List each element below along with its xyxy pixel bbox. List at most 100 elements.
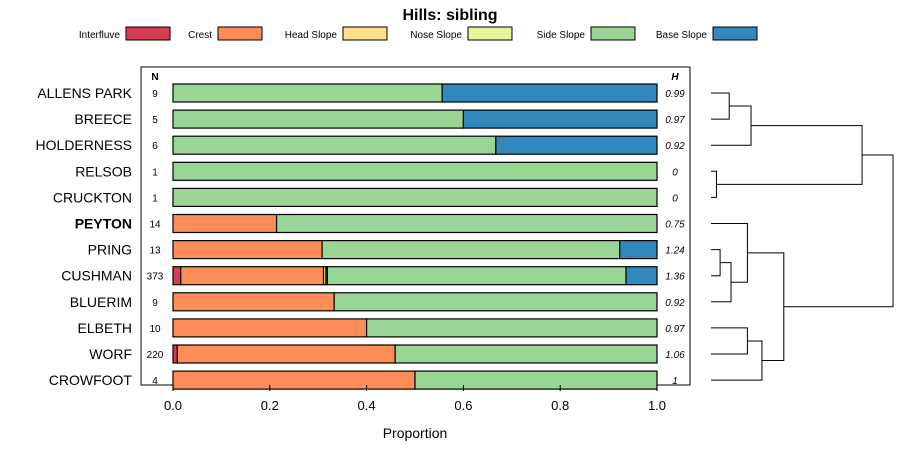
dendrogram-link (747, 252, 785, 362)
row-n-value: 13 (149, 246, 161, 257)
row-label: ALLENS PARK (37, 85, 132, 101)
bar-segment (172, 344, 178, 364)
row-label: CRUCKTON (53, 189, 132, 205)
row-h-value: 0.92 (665, 298, 685, 309)
bar-segment (172, 240, 323, 260)
row-h-value: 1.36 (665, 272, 685, 283)
legend-label: Nose Slope (410, 30, 462, 41)
bar-segment (172, 266, 182, 286)
row-label: WORF (89, 346, 132, 362)
dendrogram-link (716, 125, 863, 185)
legend-swatch (217, 26, 263, 41)
dendrogram-link (711, 327, 748, 355)
row-n-value: 10 (149, 324, 161, 335)
dendrogram-link (711, 262, 732, 303)
row-label: HOLDERNESS (36, 137, 132, 153)
x-axis: 0.0 0.2 0.4 0.6 0.8 1.0 (164, 385, 666, 413)
row-h-value: 0 (672, 193, 678, 204)
bar-segment (366, 318, 658, 338)
x-tick-label: 0.6 (454, 398, 472, 413)
bar-segment (441, 83, 658, 103)
row-label: RELSOB (75, 163, 132, 179)
row-h-value: 1.24 (665, 246, 685, 257)
row-label: CUSHMAN (61, 268, 132, 284)
bar-segment (172, 135, 497, 155)
bar-segment (172, 161, 658, 181)
x-axis-title: Proportion (383, 425, 448, 441)
row-n-value: 9 (152, 298, 158, 309)
row-n-value: 220 (147, 350, 164, 361)
bar-segment (326, 266, 627, 286)
legend-swatch (712, 26, 758, 41)
row-n-value: 373 (147, 272, 164, 283)
legend-label: Head Slope (285, 30, 338, 41)
row-label: BREECE (74, 111, 132, 127)
bar-segment (619, 240, 658, 260)
row-h-value: 0.97 (665, 324, 685, 335)
chart-title: Hills: sibling (402, 7, 497, 24)
legend-label: Interfluve (79, 30, 121, 41)
bar-segment (172, 370, 416, 390)
bar-segment (333, 292, 658, 312)
x-tick-label: 1.0 (648, 398, 666, 413)
legend-swatch (590, 26, 636, 41)
dendrogram-link (711, 170, 717, 198)
bar-segment (462, 109, 658, 129)
legend-label: Side Slope (537, 30, 586, 41)
bar-segment (414, 370, 658, 390)
row-label: BLUERIM (70, 294, 132, 310)
dendrogram (711, 92, 894, 381)
bar-segment (172, 318, 368, 338)
row-h-value: 1.06 (665, 350, 685, 361)
dendrogram-link (711, 105, 752, 146)
bars-layer: ALLENS PARK 9 0.99 BREECE 5 0.97 HOLDERNESS 6 0.… (36, 83, 685, 390)
legend-swatch (342, 26, 388, 41)
dendrogram-link (783, 154, 894, 308)
bar-segment (180, 266, 325, 286)
row-n-value: 5 (152, 115, 158, 126)
row-label: PEYTON (75, 216, 132, 232)
h-column-header: H (671, 72, 679, 83)
bar-segment (394, 344, 658, 364)
row-h-value: 0 (672, 167, 678, 178)
x-tick-label: 0.2 (261, 398, 279, 413)
bar-segment (176, 344, 396, 364)
x-tick-label: 0.0 (164, 398, 182, 413)
bar-segment (172, 213, 278, 234)
row-n-value: 6 (152, 141, 158, 152)
dendrogram-link (711, 223, 748, 283)
row-h-value: 0.92 (665, 141, 685, 152)
row-n-value: 1 (152, 193, 158, 204)
legend-swatch (467, 26, 513, 41)
row-label: ELBETH (78, 320, 132, 336)
bar-segment (495, 135, 658, 155)
row-n-value: 4 (152, 376, 158, 387)
bar-segment (172, 292, 335, 312)
bar-segment (172, 187, 658, 207)
row-h-value: 0.99 (665, 89, 685, 100)
row-n-value: 1 (152, 167, 158, 178)
bar-segment (172, 83, 443, 103)
row-label: CROWFOOT (49, 372, 133, 388)
bar-segment (275, 213, 658, 234)
bar-segment (625, 266, 658, 286)
legend: Interfluve Crest Head Slope Nose Slope Side … (79, 26, 758, 41)
row-n-value: 9 (152, 89, 158, 100)
dendrogram-link (711, 249, 721, 277)
row-label: PRING (88, 242, 132, 258)
n-column-header: N (151, 72, 158, 83)
legend-label: Base Slope (656, 30, 708, 41)
x-tick-label: 0.4 (358, 398, 376, 413)
bar-segment (172, 109, 464, 129)
legend-label: Crest (188, 30, 212, 41)
row-h-value: 0.75 (665, 220, 685, 231)
dendrogram-link (711, 92, 730, 120)
row-h-value: 1 (672, 376, 678, 387)
legend-swatch (125, 26, 171, 41)
row-n-value: 14 (149, 220, 161, 231)
dendrogram-link (711, 340, 763, 381)
x-tick-label: 0.8 (551, 398, 569, 413)
bar-segment (321, 240, 621, 260)
row-h-value: 0.97 (665, 115, 685, 126)
